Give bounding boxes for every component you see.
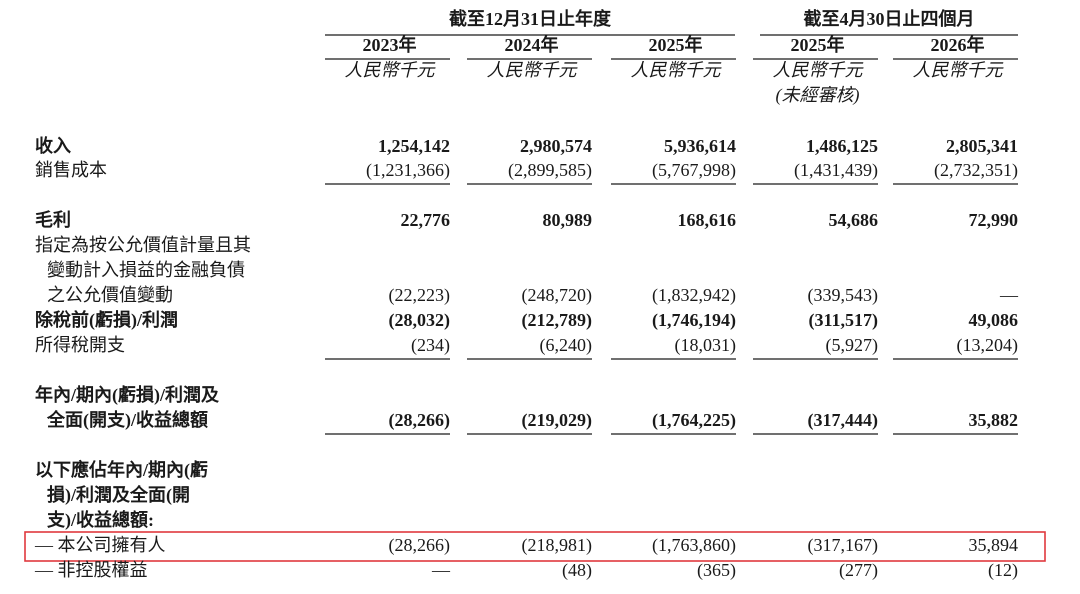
- cell-value: (365): [697, 560, 736, 581]
- row-label: 之公允價值變動: [47, 285, 173, 305]
- cell-value: 80,989: [543, 210, 593, 230]
- column-unit: 人民幣千元: [631, 60, 723, 80]
- cell-value: (22,223): [389, 285, 451, 306]
- cell-value: 168,616: [678, 210, 737, 230]
- cell-value: 5,936,614: [664, 136, 736, 156]
- cell-value: 49,086: [969, 310, 1019, 330]
- row-label: 損)/利潤及全面(開: [47, 484, 190, 506]
- row-label: 年內/期內(虧損)/利潤及: [35, 384, 220, 406]
- column-unit: 人民幣千元: [487, 60, 579, 80]
- cell-value: (5,927): [826, 335, 879, 356]
- column-unit: 人民幣千元: [345, 60, 437, 80]
- cell-value: (218,981): [522, 535, 593, 556]
- cell-value: 35,894: [969, 535, 1019, 555]
- cell-value: (248,720): [522, 285, 593, 306]
- cell-value: (311,517): [809, 310, 879, 331]
- cell-value: 2,805,341: [946, 136, 1018, 156]
- cell-value: 54,686: [829, 210, 879, 230]
- row-label: 所得稅開支: [35, 335, 125, 355]
- cell-value: (2,732,351): [934, 160, 1018, 181]
- cell-value: 2,980,574: [520, 136, 592, 156]
- row-label: 毛利: [35, 209, 71, 230]
- cell-value: (18,031): [675, 335, 737, 356]
- row-label: 以下應佔年內/期內(虧: [35, 459, 208, 481]
- cell-value: (28,032): [389, 310, 451, 331]
- cell-value: (13,204): [957, 335, 1019, 356]
- cell-value: (219,029): [522, 410, 593, 431]
- column-year: 2024年: [505, 34, 559, 55]
- column-note: (未經審核): [776, 85, 860, 106]
- cell-value: (212,789): [522, 310, 593, 331]
- cell-value: (1,231,366): [366, 160, 450, 181]
- cell-value: (2,899,585): [508, 160, 592, 181]
- cell-value: (339,543): [808, 285, 879, 306]
- group-title: 截至4月30日止四個月: [804, 8, 975, 29]
- column-year: 2026年: [931, 34, 985, 55]
- row-label: — 本公司擁有人: [34, 535, 166, 555]
- cell-value: —: [999, 285, 1019, 305]
- group-title: 截至12月31日止年度: [449, 8, 612, 29]
- column-unit: 人民幣千元: [913, 60, 1005, 80]
- cell-value: (317,444): [808, 410, 879, 431]
- cell-value: (1,746,194): [652, 310, 736, 331]
- row-label: — 非控股權益: [34, 560, 148, 580]
- row-label: 全面(開支)/收益總額: [46, 409, 208, 431]
- cell-value: 72,990: [969, 210, 1019, 230]
- cell-value: 22,776: [401, 210, 451, 230]
- cell-value: (48): [562, 560, 592, 581]
- row-label: 除稅前(虧損)/利潤: [35, 309, 178, 331]
- cell-value: (1,431,439): [794, 160, 878, 181]
- cell-value: (28,266): [389, 410, 451, 431]
- cell-value: (1,763,860): [652, 535, 736, 556]
- column-year: 2023年: [363, 34, 417, 55]
- cell-value: (234): [411, 335, 450, 356]
- row-label: 指定為按公允價值計量且其: [35, 235, 251, 255]
- column-year: 2025年: [791, 34, 845, 55]
- cell-value: (277): [839, 560, 878, 581]
- cell-value: 1,486,125: [806, 136, 878, 156]
- row-label: 收入: [35, 135, 71, 156]
- column-unit: 人民幣千元: [773, 60, 865, 80]
- cell-value: —: [431, 560, 451, 580]
- cell-value: (6,240): [540, 335, 593, 356]
- column-year: 2025年: [649, 34, 703, 55]
- cell-value: (1,764,225): [652, 410, 736, 431]
- row-label: 變動計入損益的金融負債: [47, 260, 245, 280]
- cell-value: (1,832,942): [652, 285, 736, 306]
- cell-value: (317,167): [808, 535, 879, 556]
- cell-value: 1,254,142: [378, 136, 450, 156]
- row-label: 銷售成本: [35, 160, 107, 180]
- cell-value: (12): [988, 560, 1018, 581]
- cell-value: 35,882: [969, 410, 1019, 430]
- cell-value: (28,266): [389, 535, 451, 556]
- highlight-box: [24, 531, 1046, 562]
- row-label: 支)/收益總額:: [46, 509, 154, 531]
- cell-value: (5,767,998): [652, 160, 736, 181]
